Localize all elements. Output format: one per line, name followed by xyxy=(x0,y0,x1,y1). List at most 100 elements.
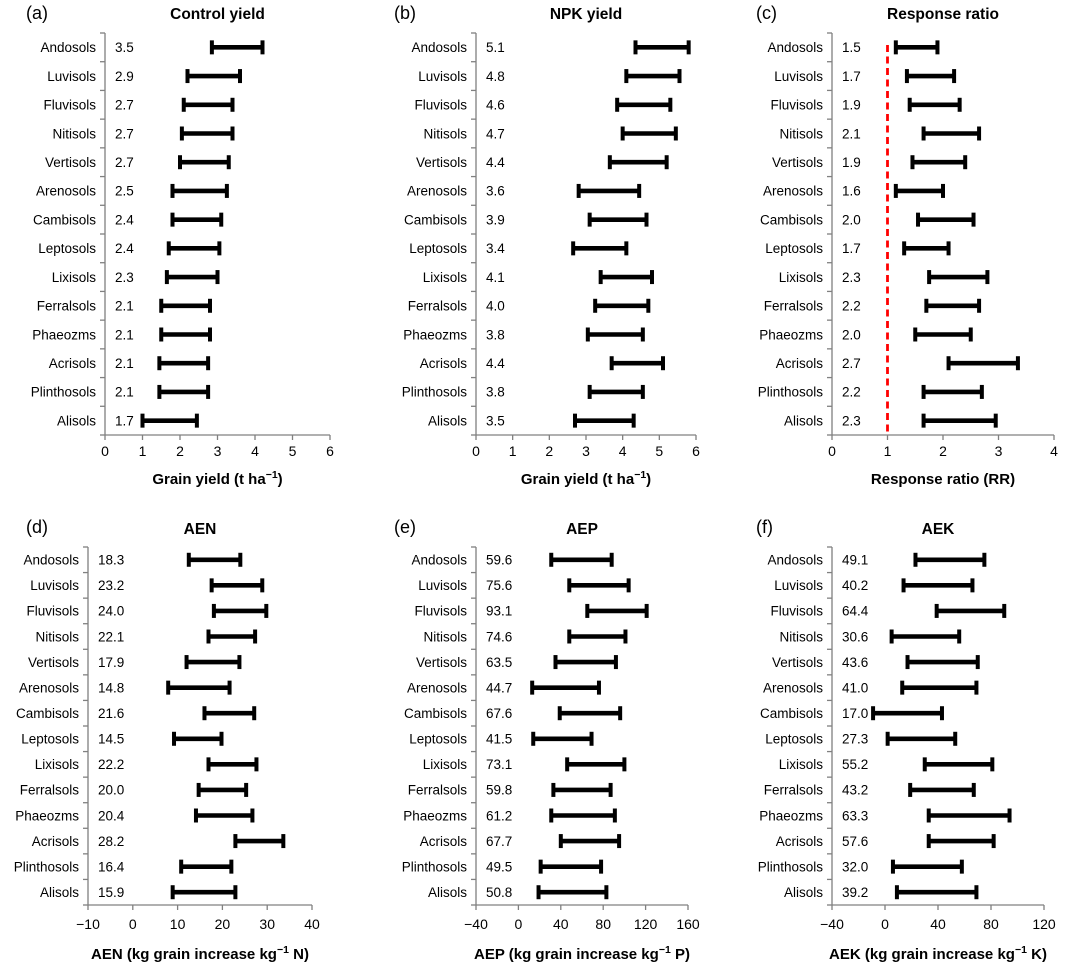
x-tick-label: 0 xyxy=(129,916,137,932)
category-label-luvisols: Luvisols xyxy=(418,578,467,593)
interval-bar-fluvisols xyxy=(211,603,269,618)
x-tick-label: 40 xyxy=(304,916,320,932)
x-tick-label: 2 xyxy=(176,443,184,459)
interval-bar-nitisols xyxy=(206,629,258,644)
interval-bar-luvisols xyxy=(624,69,682,84)
value-label: 61.2 xyxy=(486,808,512,823)
category-label-vertisols: Vertisols xyxy=(772,155,823,170)
interval-bar-leptosols xyxy=(531,731,594,746)
interval-bar-vertisols xyxy=(184,655,242,670)
value-label: 63.3 xyxy=(842,808,868,823)
interval-bar-phaeozms xyxy=(159,327,212,342)
value-label: 2.3 xyxy=(842,413,861,428)
value-label: 1.7 xyxy=(842,69,861,84)
value-label: 21.6 xyxy=(98,706,124,721)
x-axis-title: AEP (kg grain increase kg−1 P) xyxy=(474,944,690,963)
value-label: 41.0 xyxy=(842,680,868,695)
interval-bar-andosols xyxy=(913,552,987,567)
panel-e-title: AEP xyxy=(566,521,598,538)
x-tick-label: 4 xyxy=(619,443,627,459)
value-label: 1.7 xyxy=(115,413,134,428)
value-label: 67.7 xyxy=(486,834,512,849)
panel-b-title: NPK yield xyxy=(549,6,623,23)
value-label: 64.4 xyxy=(842,604,869,619)
x-tick-label: 0 xyxy=(828,443,836,459)
interval-bar-phaeozms xyxy=(913,327,973,342)
category-label-acrisols: Acrisols xyxy=(776,356,824,371)
x-tick-label: 40 xyxy=(930,916,946,932)
x-tick-label: 0 xyxy=(472,443,480,459)
value-label: 59.8 xyxy=(486,783,512,798)
category-label-cambisols: Cambisols xyxy=(16,706,79,721)
value-label: 63.5 xyxy=(486,655,512,670)
x-tick-label: 40 xyxy=(553,916,569,932)
category-label-plinthosols: Plinthosols xyxy=(758,859,824,874)
value-label: 2.0 xyxy=(842,327,861,342)
value-label: 1.5 xyxy=(842,40,861,55)
x-tick-label: 20 xyxy=(215,916,231,932)
value-label: 2.2 xyxy=(842,385,861,400)
category-label-leptosols: Leptosols xyxy=(765,241,823,256)
interval-bar-vertisols xyxy=(553,655,618,670)
category-label-nitisols: Nitisols xyxy=(423,629,467,644)
value-label: 2.7 xyxy=(115,126,134,141)
x-axis-title: AEK (kg grain increase kg−1 K) xyxy=(829,944,1047,963)
category-label-phaeozms: Phaeozms xyxy=(15,808,79,823)
value-label: 27.3 xyxy=(842,732,868,747)
value-label: 14.8 xyxy=(98,680,124,695)
category-label-leptosols: Leptosols xyxy=(765,732,823,747)
category-label-alisols: Alisols xyxy=(40,885,79,900)
value-label: 3.6 xyxy=(486,184,505,199)
value-label: 55.2 xyxy=(842,757,868,772)
value-label: 41.5 xyxy=(486,732,512,747)
category-label-alisols: Alisols xyxy=(57,413,96,428)
x-tick-label: 1 xyxy=(884,443,892,459)
category-label-fluvisols: Fluvisols xyxy=(770,98,823,113)
interval-bar-luvisols xyxy=(567,578,631,593)
value-label: 57.6 xyxy=(842,834,868,849)
value-label: 24.0 xyxy=(98,604,124,619)
category-label-andosols: Andosols xyxy=(411,40,467,55)
panel-b-chart: 0 1 2 3 4 5 6 Andosols 5.1 Luvisols 4.8 Fluvisols 4.… xyxy=(402,32,700,488)
interval-bar-arenosols xyxy=(900,680,979,695)
interval-bar-lixisols xyxy=(927,270,990,285)
value-label: 3.8 xyxy=(486,385,505,400)
value-label: 23.2 xyxy=(98,578,124,593)
panel-a-chart: 0 1 2 3 4 5 6 Andosols 3.5 Luvisols 2.9 Fluvisols 2.… xyxy=(31,32,334,488)
interval-bar-luvisols xyxy=(904,69,957,84)
value-label: 67.6 xyxy=(486,706,512,721)
value-label: 3.9 xyxy=(486,212,505,227)
category-label-ferralsols: Ferralsols xyxy=(37,299,97,314)
panel-e-letter: (e) xyxy=(394,517,416,537)
interval-bar-fluvisols xyxy=(934,603,1007,618)
interval-bar-acrisols xyxy=(946,356,1020,371)
x-axis-title: Response ratio (RR) xyxy=(871,471,1015,488)
interval-bar-cambisols xyxy=(202,706,257,721)
category-label-fluvisols: Fluvisols xyxy=(26,604,79,619)
panel-c: 0 1 2 3 4 Andosols 1.5 Luvisols 1.7 Fluvisols 1.9 N… xyxy=(712,0,1067,500)
x-axis-title: Grain yield (t ha−1) xyxy=(152,469,282,488)
x-tick-label: 30 xyxy=(259,916,275,932)
interval-bar-acrisols xyxy=(926,834,996,849)
interval-bar-ferralsols xyxy=(196,782,249,797)
interval-bar-acrisols xyxy=(233,834,286,849)
value-label: 4.0 xyxy=(486,299,505,314)
panel-a-title: Control yield xyxy=(170,6,265,23)
value-label: 22.1 xyxy=(98,629,124,644)
category-label-cambisols: Cambisols xyxy=(760,706,823,721)
panel-d-letter: (d) xyxy=(26,517,48,537)
interval-bar-lixisols xyxy=(206,757,259,772)
value-label: 73.1 xyxy=(486,757,512,772)
category-label-leptosols: Leptosols xyxy=(409,241,467,256)
value-label: 43.2 xyxy=(842,783,868,798)
category-label-fluvisols: Fluvisols xyxy=(43,98,96,113)
category-label-fluvisols: Fluvisols xyxy=(414,604,467,619)
interval-bar-plinthosols xyxy=(890,859,964,874)
interval-bar-nitisols xyxy=(567,629,628,644)
interval-bar-ferralsols xyxy=(908,782,976,797)
x-tick-label: 0 xyxy=(881,916,889,932)
category-label-arenosols: Arenosols xyxy=(763,184,823,199)
value-label: 93.1 xyxy=(486,604,512,619)
interval-bar-lixisols xyxy=(565,757,627,772)
value-label: 4.4 xyxy=(486,155,505,170)
